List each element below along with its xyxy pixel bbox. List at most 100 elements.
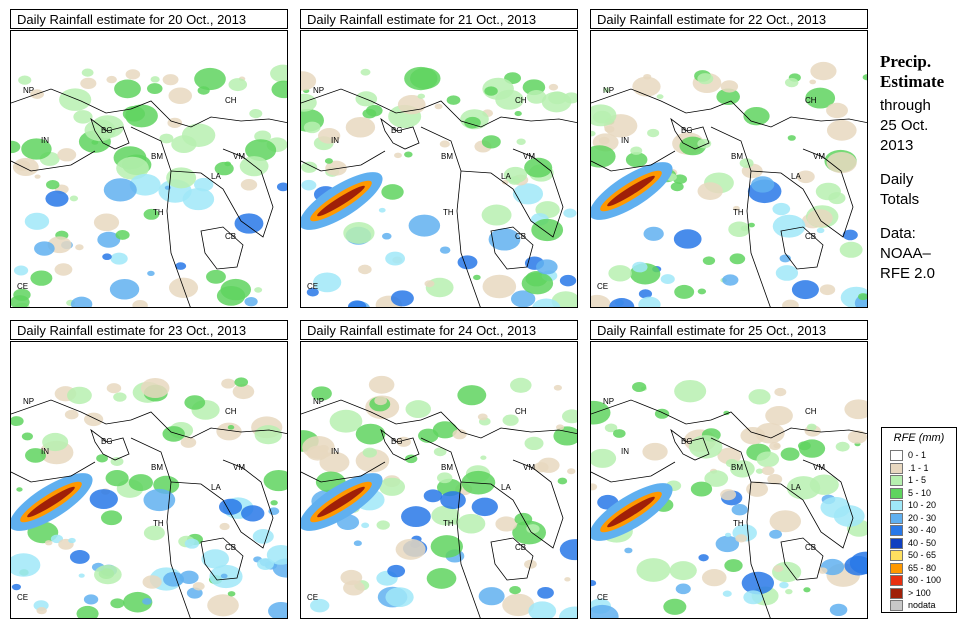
legend-label: 65 - 80	[908, 562, 937, 573]
country-borders	[591, 399, 867, 618]
map-canvas: NP IN BG CH BM VM LA TH CB CE	[591, 61, 867, 307]
country-labels: NP IN BG CH BM VM LA TH CB CE	[597, 86, 825, 291]
country-label-np: NP	[313, 86, 324, 95]
legend-label: 20 - 30	[908, 512, 937, 523]
country-label-ce: CE	[17, 282, 28, 291]
panel-title: Daily Rainfall estimate for 22 Oct., 201…	[590, 9, 868, 29]
country-label-in: IN	[41, 447, 49, 456]
rainfall-map: NP IN BG CH BM VM LA TH CB CE	[590, 341, 868, 619]
rainfall-field	[301, 66, 577, 307]
country-label-cb: CB	[225, 232, 236, 241]
country-label-ch: CH	[805, 407, 817, 416]
country-label-th: TH	[443, 208, 454, 217]
legend-label: > 100	[908, 587, 931, 598]
country-borders	[11, 88, 287, 307]
map-canvas: NP IN BG CH BM VM LA TH CB CE	[301, 66, 577, 307]
country-label-ce: CE	[307, 593, 318, 602]
legend-swatch	[890, 450, 903, 461]
panel-title: Daily Rainfall estimate for 23 Oct., 201…	[10, 320, 288, 340]
rainfall-field	[591, 61, 867, 307]
country-label-vm: VM	[523, 152, 535, 161]
legend-swatch	[890, 475, 903, 486]
legend-item: .1 - 1	[890, 462, 956, 475]
rainfall-field	[301, 375, 577, 618]
country-label-th: TH	[153, 208, 164, 217]
country-label-vm: VM	[813, 152, 825, 161]
legend-swatch	[890, 562, 903, 574]
country-label-bm: BM	[441, 463, 453, 472]
caption-date-line2: 2013	[880, 137, 914, 154]
legend-label: 30 - 40	[908, 525, 937, 535]
legend-swatch	[890, 500, 903, 511]
country-label-bm: BM	[151, 463, 163, 472]
legend-swatch	[890, 487, 903, 499]
caption-daily-line1: Daily	[880, 171, 914, 188]
side-caption: Precip. Estimate through 25 Oct. 2013 Da…	[880, 52, 965, 284]
legend-swatch	[890, 575, 903, 586]
country-borders	[301, 88, 577, 307]
legend-item: 50 - 65	[890, 550, 956, 562]
country-label-in: IN	[621, 447, 629, 456]
legend-item: nodata	[890, 600, 956, 612]
country-labels: NP IN BG CH BM VM LA TH CB CE	[17, 397, 245, 602]
country-label-ce: CE	[307, 282, 318, 291]
country-label-cb: CB	[515, 543, 526, 552]
country-label-th: TH	[733, 519, 744, 528]
legend: RFE (mm) 0 - 1 .1 - 1 1 - 5 5 - 10 10 - 20 20…	[881, 427, 957, 613]
rainfall-map: NP IN BG CH BM VM LA TH CB CE	[300, 341, 578, 619]
country-label-cb: CB	[805, 232, 816, 241]
country-label-ch: CH	[225, 96, 237, 105]
map-canvas: NP IN BG CH BM VM LA TH CB CE	[11, 64, 287, 307]
country-label-np: NP	[313, 397, 324, 406]
legend-swatch	[890, 550, 903, 561]
country-label-in: IN	[331, 136, 339, 145]
legend-label: 1 - 5	[908, 475, 927, 485]
legend-swatch	[890, 525, 903, 536]
country-label-in: IN	[331, 447, 339, 456]
country-label-ch: CH	[515, 96, 527, 105]
country-labels: NP IN BG CH BM VM LA TH CB CE	[307, 397, 535, 602]
legend-label: 10 - 20	[908, 500, 937, 510]
country-borders	[11, 399, 287, 618]
country-label-bm: BM	[731, 152, 743, 161]
legend-label: 0 - 1	[908, 450, 927, 460]
legend-label: .1 - 1	[908, 462, 929, 473]
country-label-la: LA	[211, 172, 221, 181]
rainfall-map: NP IN BG CH BM VM LA TH CB CE	[10, 341, 288, 619]
country-label-vm: VM	[233, 463, 245, 472]
caption-data-line1: Data:	[880, 225, 916, 242]
country-labels: NP IN BG CH BM VM LA TH CB CE	[597, 397, 825, 602]
map-canvas: NP IN BG CH BM VM LA TH CB CE	[11, 377, 287, 618]
country-label-th: TH	[443, 519, 454, 528]
country-label-ch: CH	[515, 407, 527, 416]
rainfall-map: NP IN BG CH BM VM LA TH CB CE	[300, 30, 578, 308]
country-label-la: LA	[211, 483, 221, 492]
rainfall-map: NP IN BG CH BM VM LA TH CB CE	[10, 30, 288, 308]
country-label-bg: BG	[101, 126, 113, 135]
legend-item: 80 - 100	[890, 575, 956, 587]
caption-through: through	[880, 97, 931, 114]
country-label-th: TH	[153, 519, 164, 528]
legend-item: 0 - 1	[890, 450, 956, 462]
legend-label: 5 - 10	[908, 487, 932, 498]
country-label-bm: BM	[151, 152, 163, 161]
panel-title: Daily Rainfall estimate for 24 Oct., 201…	[300, 320, 578, 340]
legend-swatch	[890, 537, 903, 549]
legend-label: 40 - 50	[908, 537, 937, 548]
caption-title-line1: Precip.	[880, 52, 932, 71]
caption-data-line2: NOAA–	[880, 245, 931, 262]
caption-data-line3: RFE 2.0	[880, 265, 936, 282]
country-label-ch: CH	[225, 407, 237, 416]
country-label-la: LA	[501, 483, 511, 492]
legend-item: 65 - 80	[890, 562, 956, 575]
rainfall-field	[11, 64, 287, 307]
legend-item: 40 - 50	[890, 537, 956, 550]
rainfall-field	[591, 379, 867, 618]
legend-item: 20 - 30	[890, 512, 956, 525]
country-label-la: LA	[791, 172, 801, 181]
country-label-np: NP	[23, 397, 34, 406]
country-label-np: NP	[23, 86, 34, 95]
country-label-vm: VM	[233, 152, 245, 161]
caption-title-line2: Estimate	[880, 72, 945, 91]
country-label-bg: BG	[681, 126, 693, 135]
